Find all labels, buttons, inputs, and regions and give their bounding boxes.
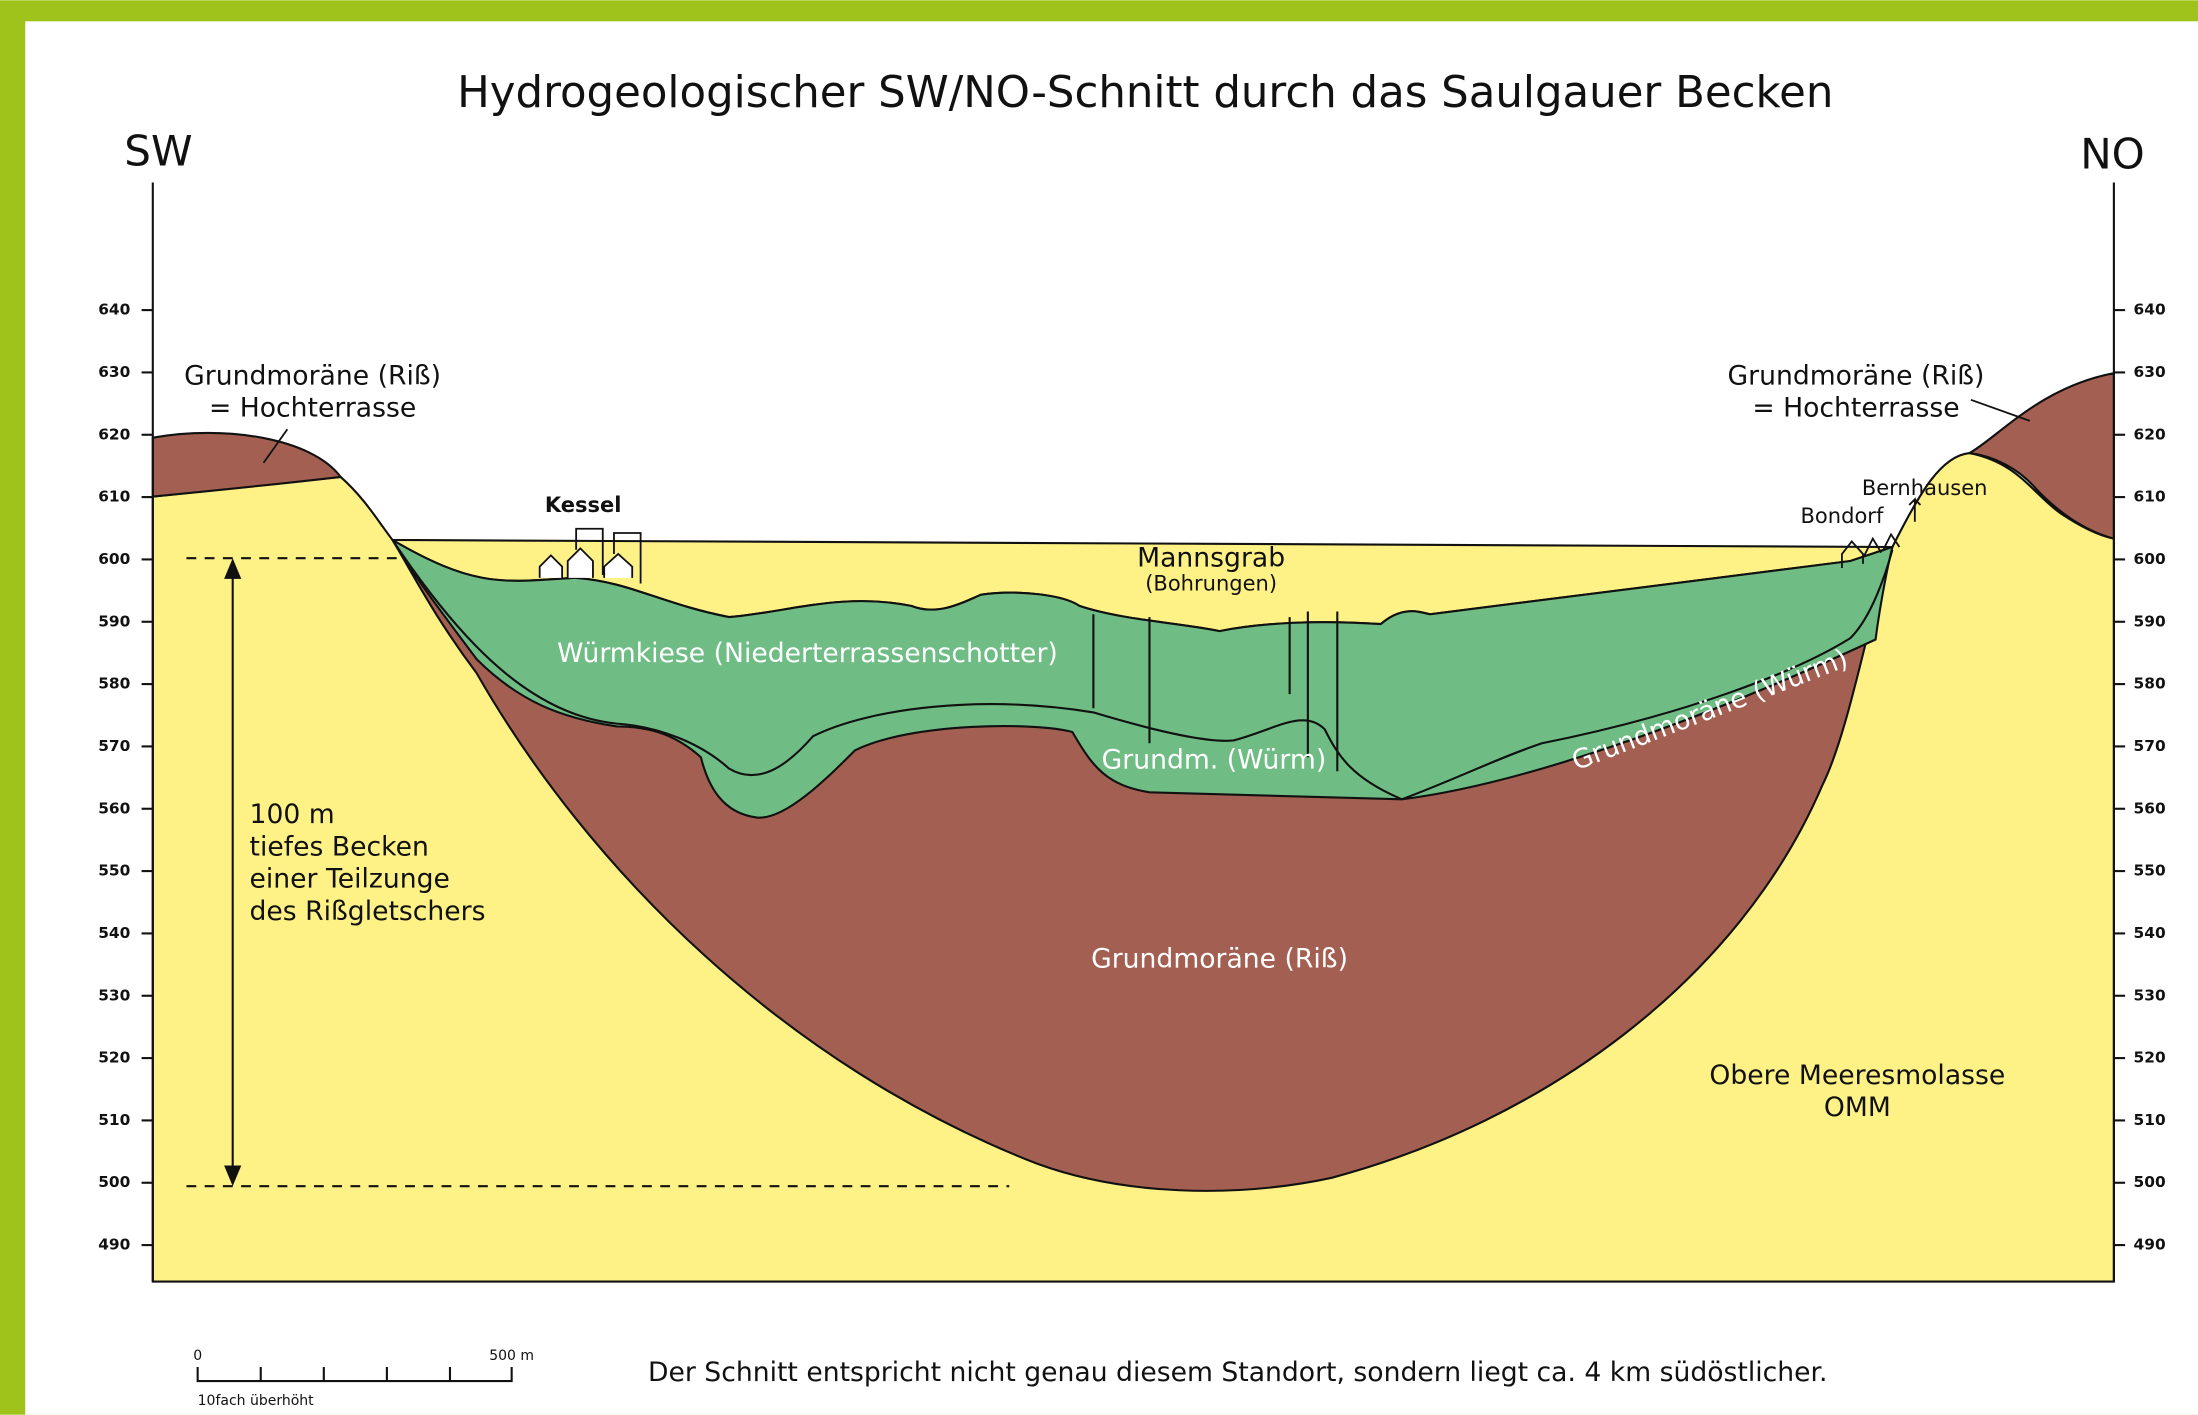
tick-label: 520	[2134, 1049, 2166, 1067]
tick-label: 510	[98, 1111, 130, 1129]
tick-label: 530	[98, 986, 130, 1004]
title: Hydrogeologischer SW/NO-Schnitt durch da…	[457, 68, 1833, 118]
tick-label: 640	[2134, 301, 2166, 319]
tick-label: 540	[2134, 924, 2166, 942]
scale-label: 500 m	[489, 1348, 534, 1364]
layer-label: Grundmoräne (Riß)	[184, 360, 441, 391]
tick-label: 600	[2134, 550, 2166, 568]
layer-label: = Hochterrasse	[1752, 393, 1959, 424]
place-label: (Bohrungen)	[1145, 570, 1277, 595]
tick-label: 620	[2134, 425, 2166, 443]
tick-label: 560	[2134, 799, 2166, 817]
tick-label: 570	[98, 737, 130, 755]
tick-label: 630	[98, 363, 130, 381]
place-label: Kessel	[545, 492, 622, 517]
tick-label: 580	[98, 675, 130, 693]
place-label: Bernhausen	[1862, 475, 1988, 500]
footnote: Der Schnitt entspricht nicht genau diese…	[648, 1357, 1828, 1388]
layer-label: Obere Meeresmolasse	[1709, 1060, 2005, 1091]
tick-label: 500	[98, 1173, 130, 1191]
layer-label: Grundm. (Würm)	[1102, 744, 1327, 775]
tick-label: 580	[2134, 675, 2166, 693]
page: {"title": "Hydrogeologischer SW/NO-Schni…	[0, 0, 2198, 1415]
tick-label: 540	[98, 924, 130, 942]
tick-label: 590	[98, 612, 130, 630]
place-label: Bondorf	[1801, 503, 1884, 528]
tick-label: 610	[98, 488, 130, 506]
tick-label: 630	[2134, 363, 2166, 381]
tick-label: 610	[2134, 488, 2166, 506]
tick-label: 510	[2134, 1111, 2166, 1129]
tick-label: 620	[98, 425, 130, 443]
tick-label: 570	[2134, 737, 2166, 755]
scale-note: 10fach überhöht	[198, 1393, 315, 1409]
layer-label: Würmkiese (Niederterrassenschotter)	[557, 638, 1058, 669]
tick-label: 530	[2134, 986, 2166, 1004]
cross-section: Hydrogeologischer SW/NO-Schnitt durch da…	[0, 0, 2198, 1415]
place-label: Mannsgrab	[1137, 543, 1285, 574]
tick-label: 550	[2134, 862, 2166, 880]
tick-label: 490	[98, 1236, 130, 1254]
layer-label: OMM	[1824, 1092, 1891, 1123]
tick-label: 600	[98, 550, 130, 568]
layer-label: Grundmoräne (Riß)	[1091, 944, 1348, 975]
annotation: einer Teilzunge	[250, 864, 450, 895]
tick-label: 490	[2134, 1236, 2166, 1254]
annotation: 100 m	[250, 799, 335, 830]
tick-label: 520	[98, 1049, 130, 1067]
layer-label: Grundmoräne (Riß)	[1728, 360, 1985, 391]
tick-label: 550	[98, 862, 130, 880]
annotation: des Rißgletschers	[250, 896, 486, 927]
tick-label: 560	[98, 799, 130, 817]
direction-label: SW	[124, 127, 192, 176]
layer-label: = Hochterrasse	[209, 393, 416, 424]
scale-label: 0	[193, 1348, 202, 1364]
tick-label: 500	[2134, 1173, 2166, 1191]
tick-label: 640	[98, 301, 130, 319]
annotation: tiefes Becken	[250, 831, 429, 862]
direction-label: NO	[2080, 130, 2145, 179]
tick-label: 590	[2134, 612, 2166, 630]
